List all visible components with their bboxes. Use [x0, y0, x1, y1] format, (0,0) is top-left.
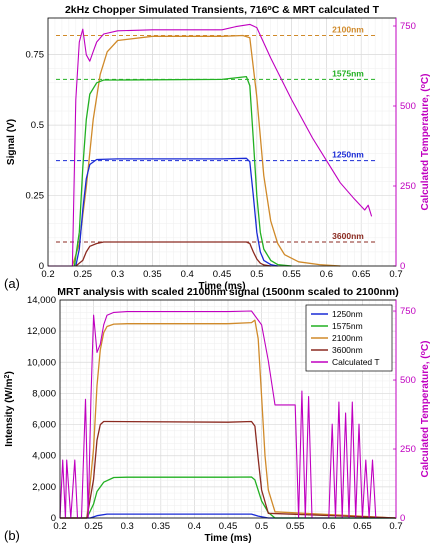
legend-entry: 1250nm: [332, 309, 363, 319]
reference-label-1575nm: 1575nm: [332, 68, 364, 78]
chart-title: 2kHz Chopper Simulated Transients, 716oC…: [65, 4, 380, 16]
y2-tick-label: 750: [400, 306, 416, 317]
y2-tick-label: 250: [400, 181, 416, 192]
y-tick-label: 0.25: [26, 191, 45, 202]
y-tick-label: 0.75: [26, 50, 45, 61]
y-tick-label: 14,000: [27, 295, 56, 306]
y-tick-label: 4,000: [32, 451, 56, 462]
x-tick-label: 0.2: [53, 521, 66, 532]
x-tick-label: 0.3: [121, 521, 134, 532]
y2-tick-label: 750: [400, 21, 416, 32]
x-tick-label: 0.6: [322, 521, 335, 532]
y2-axis-title: Calculated Temperature, (oC): [420, 341, 432, 478]
x-tick-label: 0.25: [74, 269, 93, 280]
y-tick-label: 12,000: [27, 326, 56, 337]
x-tick-label: 0.7: [389, 269, 402, 280]
x-tick-label: 0.65: [353, 521, 372, 532]
x-axis-title: Time (ms): [204, 533, 251, 544]
x-tick-label: 0.3: [111, 269, 124, 280]
series-line-1250nm: [60, 513, 396, 519]
series-line-calculated-t: [59, 310, 377, 519]
legend-entry: 2100nm: [332, 333, 363, 343]
reference-label-2100nm: 2100nm: [332, 24, 364, 34]
x-tick-label: 0.35: [143, 269, 162, 280]
legend-entry: 3600nm: [332, 345, 363, 355]
x-axis-title: Time (ms): [198, 281, 245, 292]
series-line-1250nm: [75, 157, 278, 267]
y-tick-label: 0.5: [31, 120, 44, 131]
x-tick-label: 0.4: [181, 269, 194, 280]
series-line-3600nm: [60, 420, 397, 519]
series-line-3600nm: [75, 241, 271, 267]
x-tick-label: 0.6: [320, 269, 333, 280]
x-tick-label: 0.45: [213, 269, 232, 280]
reference-label-1250nm: 1250nm: [332, 150, 364, 160]
x-tick-label: 0.5: [250, 269, 263, 280]
chart-title: MRT analysis with scaled 2100nm signal (…: [57, 286, 398, 298]
y2-tick-label: 500: [400, 101, 416, 112]
y-tick-label: 0: [39, 261, 44, 272]
y-tick-label: 2,000: [32, 482, 56, 493]
y-axis-title: Signal (V): [6, 119, 17, 165]
reference-label-3600nm: 3600nm: [332, 231, 364, 241]
y-tick-label: 8,000: [32, 388, 56, 399]
panel-label: (a): [4, 276, 20, 291]
x-tick-label: 0.4: [188, 521, 201, 532]
series-line-1575nm: [73, 75, 292, 267]
y2-tick-label: 500: [400, 375, 416, 386]
x-tick-label: 0.7: [389, 521, 402, 532]
y2-axis-title: Calculated Temperature, (oC): [420, 74, 432, 211]
panel-label: (b): [4, 528, 20, 543]
y2-tick-label: 0: [400, 513, 405, 524]
x-tick-label: 0.5: [255, 521, 268, 532]
y-tick-label: 10,000: [27, 357, 56, 368]
y-axis-title: Intensity (W/m2): [4, 371, 16, 447]
x-tick-label: 0.45: [219, 521, 238, 532]
series-line-2100nm: [71, 34, 341, 267]
y-tick-label: 6,000: [32, 420, 56, 431]
y2-tick-label: 0: [400, 261, 405, 272]
series-line-calculated-t: [48, 23, 373, 267]
x-tick-label: 0.35: [152, 521, 171, 532]
legend-entry: 1575nm: [332, 321, 363, 331]
series-line-2100nm: [60, 319, 397, 519]
y-tick-label: 0: [51, 513, 56, 524]
x-tick-label: 0.25: [84, 521, 103, 532]
x-tick-label: 0.55: [286, 521, 305, 532]
x-tick-label: 0.2: [41, 269, 54, 280]
y2-tick-label: 250: [400, 444, 416, 455]
x-tick-label: 0.55: [282, 269, 301, 280]
x-tick-label: 0.65: [352, 269, 371, 280]
legend-entry: Calculated T: [332, 357, 380, 367]
